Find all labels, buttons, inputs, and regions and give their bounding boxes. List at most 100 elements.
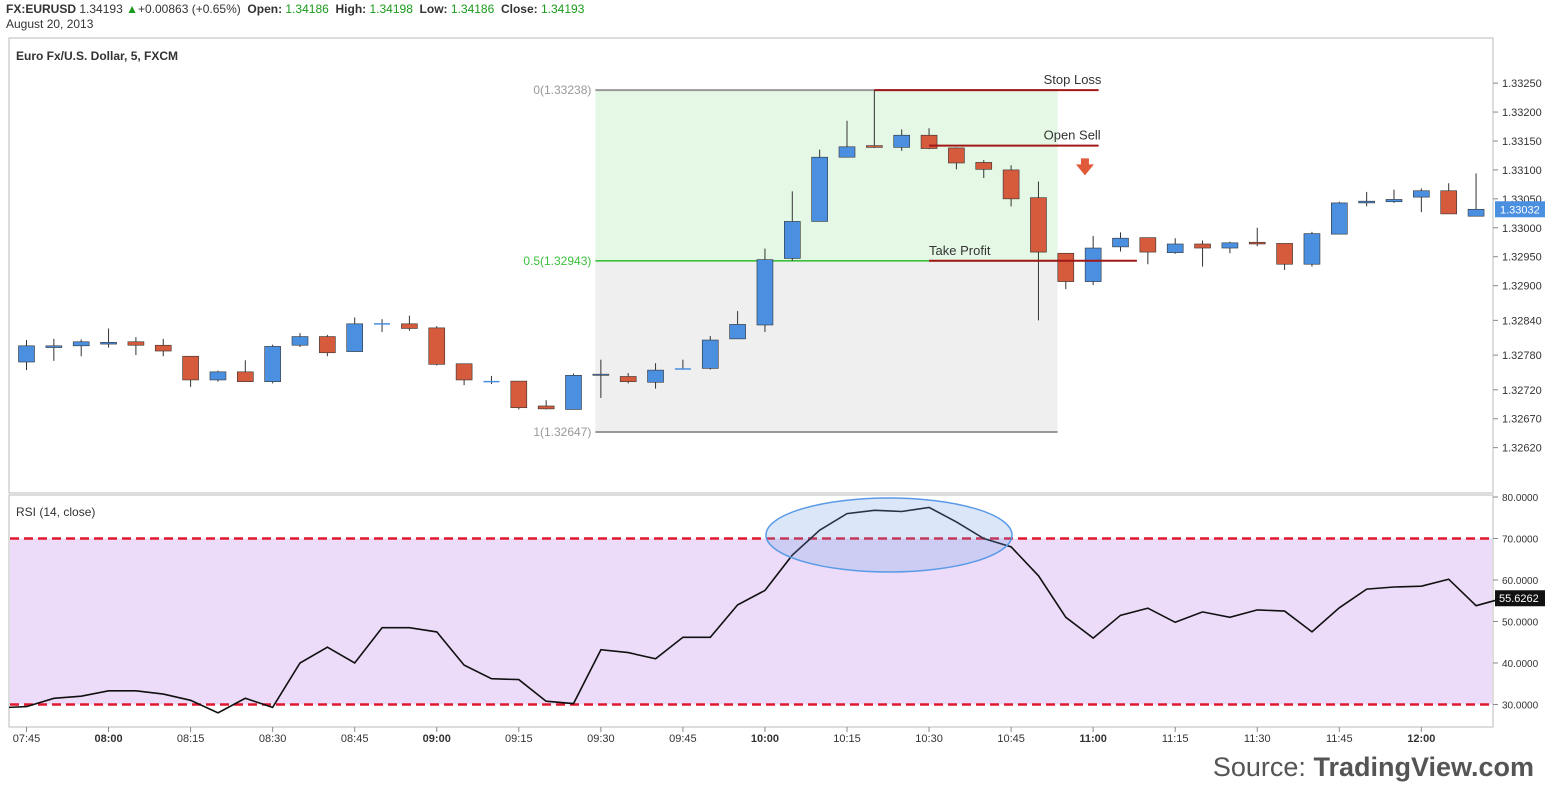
trade-level-label: Open Sell	[1044, 128, 1101, 143]
time-axis-label: 07:45	[13, 733, 41, 745]
open-label: Open:	[247, 2, 283, 16]
candle-body	[948, 147, 965, 164]
candle-body	[264, 346, 281, 382]
candle-body	[756, 259, 774, 326]
candle-body	[1248, 241, 1266, 245]
rsi-pane-frame	[8, 494, 1494, 728]
fib-zone-lower	[595, 260, 1058, 433]
price-change: +0.00863 (+0.65%)	[137, 2, 241, 16]
candle-body	[182, 355, 199, 381]
candle-body	[1276, 243, 1293, 265]
candle-body	[1194, 243, 1211, 249]
candle-body	[72, 341, 90, 347]
candle-body	[209, 371, 227, 381]
time-axis-label: 08:00	[94, 733, 122, 745]
price-axis-label: 1.32720	[1502, 385, 1542, 397]
rsi-axis-label: 40.0000	[1502, 659, 1539, 670]
rsi-axis-label: 80.0000	[1502, 493, 1539, 504]
candle-body	[510, 380, 528, 409]
candle-body	[1331, 202, 1348, 235]
close-value: 1.34193	[540, 2, 585, 16]
last-price-label: 1.33032	[1500, 204, 1540, 216]
rsi-axis-label: 50.0000	[1502, 617, 1539, 628]
candle-body	[592, 373, 610, 376]
rsi-axis-label: 30.0000	[1502, 700, 1539, 711]
chart-date: August 20, 2013	[6, 17, 94, 31]
low-value: 1.34186	[450, 2, 495, 16]
candle-body	[401, 323, 418, 329]
price-axis-label: 1.33000	[1502, 223, 1542, 235]
trade-level-label: Take Profit	[929, 243, 991, 258]
chart-header: FX:EURUSD 1.34193 ▲+0.00863 (+0.65%) Ope…	[6, 2, 584, 16]
price-axis-label: 1.33100	[1502, 165, 1542, 177]
last-rsi-marker	[1495, 590, 1545, 607]
time-axis-label: 10:00	[751, 733, 779, 745]
candle-body	[565, 375, 582, 410]
price-axis-label: 1.32620	[1502, 443, 1542, 455]
time-axis-label: 08:15	[177, 733, 205, 745]
candle-body	[1002, 169, 1020, 200]
candle-body	[838, 146, 856, 158]
price-pane-frame	[8, 37, 1494, 494]
rsi-line	[8, 506, 1504, 714]
rsi-axis-label: 70.0000	[1502, 534, 1539, 545]
candle-body	[893, 134, 911, 148]
candle-body	[45, 345, 63, 348]
last-price: 1.34193	[79, 2, 123, 16]
candle-body	[237, 371, 254, 382]
candle-body	[1112, 237, 1129, 248]
candle-body	[537, 405, 555, 410]
high-value: 1.34198	[369, 2, 413, 16]
time-axis-label: 11:45	[1326, 733, 1353, 745]
last-rsi-label: 55.6262	[1499, 593, 1539, 605]
price-axis-label: 1.33150	[1502, 136, 1542, 148]
time-axis-label: 09:30	[587, 733, 615, 745]
last-price-marker	[1495, 201, 1545, 218]
time-axis-label: 09:45	[669, 733, 697, 745]
price-axis-label: 1.32670	[1502, 414, 1542, 426]
price-axis-label: 1.33200	[1502, 107, 1542, 119]
price-axis-label: 1.32950	[1502, 252, 1542, 264]
up-arrow-icon: ▲	[126, 2, 138, 16]
candle-body	[100, 342, 117, 345]
close-label: Close:	[500, 2, 538, 16]
candle-body	[1084, 247, 1102, 282]
price-axis-label: 1.32900	[1502, 281, 1542, 293]
rsi-axis-label: 60.0000	[1502, 576, 1539, 587]
candle-body	[428, 327, 446, 365]
sell-arrow-icon	[1075, 158, 1094, 176]
overbought-highlight	[765, 497, 1013, 573]
candle-body	[1467, 208, 1485, 217]
time-axis-label: 11:00	[1079, 733, 1107, 745]
symbol: FX:EURUSD	[6, 2, 77, 16]
rsi-band	[10, 538, 1492, 705]
candle-body	[1166, 243, 1184, 253]
candle-body	[647, 369, 664, 383]
candle-body	[1030, 197, 1047, 253]
time-axis-label: 10:15	[833, 733, 861, 745]
price-axis-label: 1.33250	[1502, 78, 1542, 90]
candle-body	[455, 363, 473, 381]
candle-body	[1358, 200, 1375, 204]
price-pane-title: Euro Fx/U.S. Dollar, 5, FXCM	[16, 49, 178, 63]
candle-body	[729, 324, 746, 340]
source-credit: Source: TradingView.com	[1213, 752, 1534, 783]
candle-body	[1303, 233, 1321, 265]
candle-body	[319, 336, 336, 354]
source-brand: TradingView.com	[1313, 752, 1534, 782]
trade-level-label: Stop Loss	[1044, 72, 1102, 87]
time-axis-label: 08:45	[341, 733, 369, 745]
candle-body	[1221, 242, 1239, 249]
candle-body	[291, 336, 309, 346]
candle-body	[1440, 190, 1457, 215]
candle-body	[1057, 252, 1075, 282]
candle-body	[1413, 190, 1430, 198]
high-label: High:	[335, 2, 367, 16]
time-axis-label: 11:30	[1244, 733, 1271, 745]
time-axis-label: 08:30	[259, 733, 287, 745]
price-axis-label: 1.32840	[1502, 315, 1542, 327]
source-prefix: Source:	[1212, 752, 1314, 782]
candle-body	[127, 341, 145, 346]
candle-body	[975, 162, 993, 170]
